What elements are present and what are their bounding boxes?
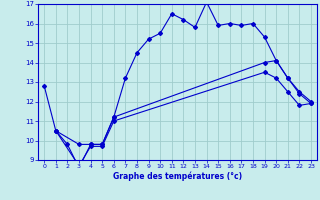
X-axis label: Graphe des températures (°c): Graphe des températures (°c) xyxy=(113,172,242,181)
